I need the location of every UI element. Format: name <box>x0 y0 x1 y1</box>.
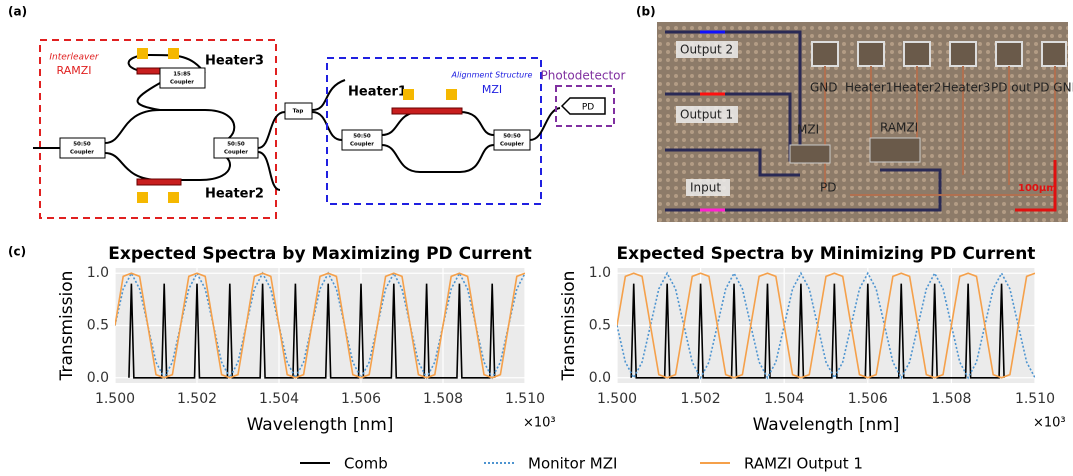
series-line <box>617 272 1035 379</box>
scale-label: 100μm <box>1018 183 1057 194</box>
pad <box>137 48 148 59</box>
coupler-label: 50:50 <box>503 134 521 140</box>
interleaver-label: Interleaver <box>49 53 100 63</box>
label-bg <box>676 106 738 123</box>
pad <box>137 192 148 203</box>
tap <box>284 102 313 120</box>
heater3-label: Heater3 <box>205 54 264 69</box>
pd-shape <box>560 97 606 115</box>
input-label: Input <box>690 181 721 195</box>
pd-box <box>555 85 615 127</box>
charts: Expected Spectra by Maximizing PD Curren… <box>57 244 1066 435</box>
pad-label: PD GND <box>1033 81 1073 95</box>
x-tick-label: 1.500 <box>95 391 135 407</box>
mzi-label: MZI <box>797 123 819 137</box>
panel-label: (b) <box>636 5 656 19</box>
ramzi-label: RAMZI <box>880 121 918 135</box>
legend-label: Comb <box>344 455 388 473</box>
coupler <box>59 137 106 159</box>
alignment-label: Alignment Structure <box>451 71 533 80</box>
waveguides <box>665 30 1057 212</box>
coupler-label: Coupler <box>224 150 248 156</box>
coupler-label: Coupler <box>70 150 94 156</box>
x-axis-label: Wavelength [nm] <box>753 415 900 435</box>
y-axis-label: Transmission <box>57 271 77 382</box>
coupler-label: Coupler <box>500 142 524 148</box>
output1-label: Output 1 <box>680 108 733 122</box>
y-axis-label: Transmission <box>559 271 579 382</box>
legend: Comb Monitor MZI RAMZI Output 1 <box>300 455 863 473</box>
panel-label: (a) <box>8 5 27 19</box>
x-tick-label: 1.504 <box>764 391 804 407</box>
x-tick-label: 1.504 <box>259 391 299 407</box>
x-tick-label: 1.500 <box>597 391 637 407</box>
series-line <box>115 272 525 379</box>
x-offset-label: ×10³ <box>1033 416 1066 431</box>
chart-title: Expected Spectra by Maximizing PD Curren… <box>108 244 531 264</box>
pad-label: Heater1 <box>845 81 893 95</box>
label-bg <box>676 41 738 58</box>
y-tick-label: 1.0 <box>87 265 109 281</box>
x-tick-label: 1.506 <box>848 391 888 407</box>
heater2-label: Heater2 <box>205 187 264 202</box>
pad <box>403 89 414 100</box>
mzi-device <box>789 144 831 164</box>
legend-label: Monitor MZI <box>528 455 617 473</box>
ramzi-device <box>869 137 921 163</box>
x-tick-label: 1.510 <box>1015 391 1055 407</box>
ramzi-box <box>39 39 277 219</box>
y-tick-label: 1.0 <box>589 265 611 281</box>
pad <box>446 89 457 100</box>
photodetector-label: Photodetector <box>541 69 626 83</box>
pad-label: PD out <box>991 81 1031 95</box>
coupler-label: 50:50 <box>353 134 371 140</box>
x-tick-label: 1.508 <box>423 391 463 407</box>
panel-label: (c) <box>8 245 26 259</box>
x-axis-label: Wavelength [nm] <box>247 415 394 435</box>
pad <box>168 48 179 59</box>
tap-label: Tap <box>293 109 304 115</box>
heater <box>391 107 463 115</box>
mzi-label: MZI <box>482 83 502 96</box>
x-offset-label: ×10³ <box>523 416 556 431</box>
label-bg <box>686 179 730 196</box>
y-tick-label: 0.0 <box>589 370 611 386</box>
series-line <box>617 271 1035 380</box>
heater1-label: Heater1 <box>348 85 407 100</box>
coupler <box>159 67 206 89</box>
pad <box>168 192 179 203</box>
x-tick-label: 1.506 <box>341 391 381 407</box>
heater <box>136 178 182 186</box>
y-tick-label: 0.5 <box>87 318 109 334</box>
pads <box>811 41 1067 67</box>
coupler <box>493 129 531 151</box>
coupler <box>213 137 259 159</box>
pd-label: PD <box>820 181 836 195</box>
ramzi-waveguides <box>33 53 346 191</box>
x-tick-label: 1.502 <box>177 391 217 407</box>
mzi-waveguides <box>381 107 561 173</box>
pad-label: GND <box>810 81 838 95</box>
x-tick-label: 1.508 <box>931 391 971 407</box>
legend-label: RAMZI Output 1 <box>744 455 863 473</box>
coupler-label: Coupler <box>170 80 194 86</box>
x-tick-label: 1.502 <box>681 391 721 407</box>
ramzi-label: RAMZI <box>57 64 92 77</box>
coupler-label: 50:50 <box>73 142 91 148</box>
y-tick-label: 0.5 <box>589 318 611 334</box>
coupler-label: Coupler <box>350 142 374 148</box>
series-line <box>128 283 496 379</box>
output2-label: Output 2 <box>680 43 733 57</box>
pd-label: PD <box>582 103 594 113</box>
y-tick-label: 0.0 <box>87 370 109 386</box>
pad-label: Heater2 <box>893 81 941 95</box>
pad-label: Heater3 <box>942 81 990 95</box>
coupler-label: 15:85 <box>173 72 191 78</box>
x-tick-label: 1.510 <box>505 391 545 407</box>
series-line <box>630 283 1005 379</box>
coupler <box>341 129 383 151</box>
chart-title: Expected Spectra by Minimizing PD Curren… <box>617 244 1036 264</box>
coupler-label: 50:50 <box>227 142 245 148</box>
